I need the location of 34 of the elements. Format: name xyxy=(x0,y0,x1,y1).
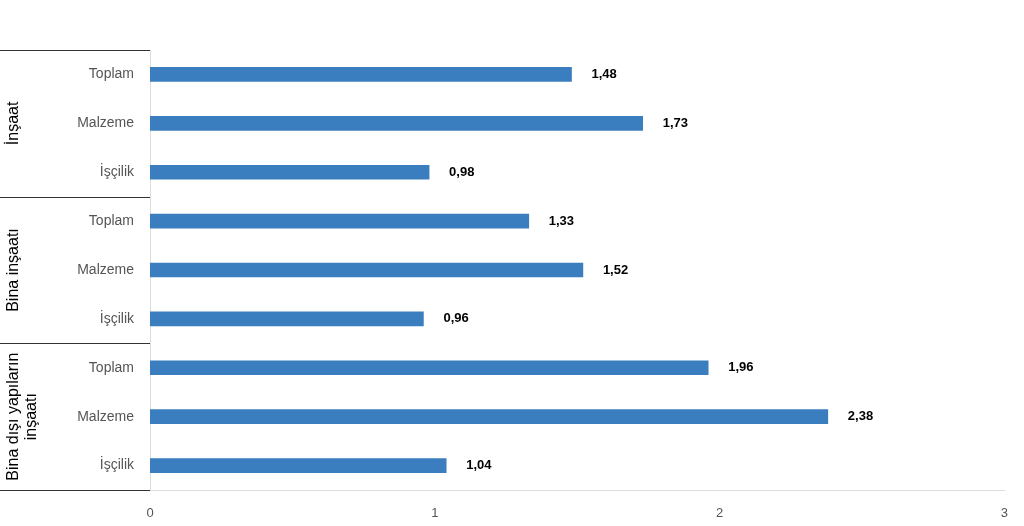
bar xyxy=(150,262,584,278)
data-label: 0,98 xyxy=(449,163,475,179)
y-tick-label: Malzeme xyxy=(77,114,135,131)
bar xyxy=(150,67,572,82)
y-tick-label: İşçilik xyxy=(99,455,135,473)
x-tick-label: 1 xyxy=(431,505,439,521)
data-label: 1,48 xyxy=(591,66,617,82)
data-label: 2,38 xyxy=(847,408,874,424)
y-tick-label: İşçilik xyxy=(99,308,135,326)
y-tick-label: Malzeme xyxy=(77,407,135,424)
bar xyxy=(150,409,829,424)
y-tick-label: Toplam xyxy=(88,211,134,228)
x-tick-label: 2 xyxy=(715,505,724,521)
bar xyxy=(150,213,530,229)
data-label: 0,96 xyxy=(443,310,469,326)
text: Bina dışı yapıların inşaatı xyxy=(4,352,40,481)
data-label: 1,96 xyxy=(728,359,754,375)
text: Bina inşaatı xyxy=(4,228,22,312)
bar xyxy=(150,458,447,473)
data-label: 1,73 xyxy=(662,114,689,130)
x-tick-label: 3 xyxy=(1000,505,1008,521)
data-label: 1,04 xyxy=(466,457,493,473)
y-tick-label: Toplam xyxy=(88,65,134,82)
bar xyxy=(150,360,709,376)
data-label: 1,52 xyxy=(602,261,629,277)
x-tick-label: 0 xyxy=(146,505,154,521)
text: İnşaat xyxy=(3,100,22,146)
bar xyxy=(150,164,430,180)
data-label: 1,33 xyxy=(548,212,575,228)
bar xyxy=(150,311,424,327)
bar xyxy=(150,116,644,131)
y-tick-label: Malzeme xyxy=(77,260,135,277)
y-tick-label: Toplam xyxy=(88,358,134,375)
y-tick-label: İşçilik xyxy=(99,162,135,180)
